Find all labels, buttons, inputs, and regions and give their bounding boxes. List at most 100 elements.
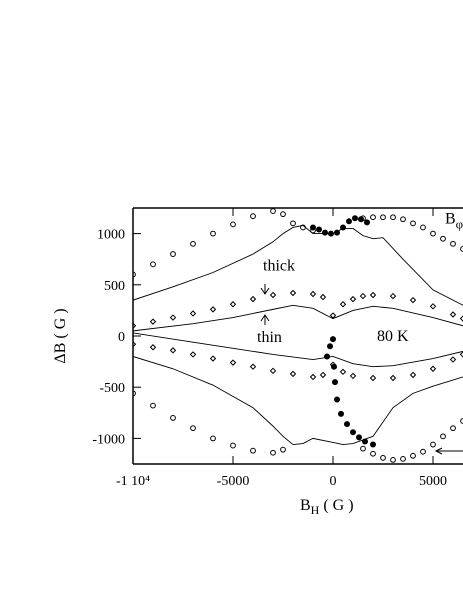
diamond-marker (191, 311, 196, 316)
diamond-marker (251, 364, 256, 369)
diamond-marker (311, 292, 316, 297)
diamond-marker (371, 375, 376, 380)
bold-marker (338, 411, 344, 417)
diamond-marker (291, 371, 296, 376)
circle-marker (171, 252, 176, 257)
annotation: thin (257, 329, 282, 346)
diamond-marker (411, 372, 416, 377)
bold-marker (334, 396, 340, 402)
bold-marker (362, 438, 368, 444)
y-axis-label: ΔB ( G ) (52, 308, 69, 363)
diamond-marker (271, 368, 276, 373)
diamond-marker (211, 307, 216, 312)
y-tick-label: -500 (99, 381, 125, 396)
x-tick-label: -1 10⁴ (116, 474, 150, 489)
circle-marker (421, 225, 426, 230)
y-tick-label: -1000 (92, 432, 125, 447)
diamond-marker (361, 294, 366, 299)
thin-line (133, 356, 463, 444)
bold-marker (370, 442, 376, 448)
diamond-marker (391, 294, 396, 299)
bold-marker (316, 227, 322, 233)
circle-marker (441, 236, 446, 241)
circle-marker (211, 231, 216, 236)
circle-marker (381, 455, 386, 460)
diamond-marker (251, 297, 256, 302)
diamond-marker (311, 374, 316, 379)
diamond-marker (391, 375, 396, 380)
diamond-marker (451, 312, 456, 317)
circle-marker (401, 217, 406, 222)
bold-marker (328, 231, 334, 237)
circle-marker (291, 221, 296, 226)
diamond-marker (151, 345, 156, 350)
diamond-marker (291, 290, 296, 295)
circle-marker (411, 221, 416, 226)
circle-marker (411, 453, 416, 458)
circle-marker (371, 215, 376, 220)
plot-area (131, 209, 463, 463)
x-tick-label: -5000 (217, 474, 250, 489)
diamond-marker (231, 360, 236, 365)
bold-marker (352, 215, 358, 221)
annotation: thick (263, 257, 295, 274)
diamond-marker (211, 356, 216, 361)
diamond-marker (171, 348, 176, 353)
circle-marker (191, 426, 196, 431)
arrow-thin (261, 315, 269, 325)
bold-marker (364, 219, 370, 225)
y-tick-label: 500 (104, 279, 125, 294)
annotation-text: B (445, 210, 456, 227)
bold-marker (324, 353, 330, 359)
circle-marker (151, 403, 156, 408)
x-tick-label: 5000 (419, 474, 447, 489)
circle-marker (431, 442, 436, 447)
circle-marker (441, 434, 446, 439)
bold-marker (344, 421, 350, 427)
circle-marker (231, 222, 236, 227)
diamond-marker (351, 297, 356, 302)
diamond-marker (151, 319, 156, 324)
diamond-marker (371, 293, 376, 298)
bold-marker (334, 230, 340, 236)
diamond-marker (171, 315, 176, 320)
x-axis-label: BH ( G ) (300, 497, 354, 517)
circle-marker (251, 214, 256, 219)
annotation: Bφ (445, 210, 463, 231)
diamond-marker (431, 366, 436, 371)
circle-marker (451, 241, 456, 246)
diamond-marker (231, 302, 236, 307)
annotation-sub: φ (456, 216, 463, 231)
bold-marker (356, 434, 362, 440)
y-tick-label: 1000 (97, 228, 125, 243)
annotation: 80 K (377, 328, 409, 345)
circle-marker (421, 449, 426, 454)
circle-marker (431, 231, 436, 236)
circle-marker (211, 436, 216, 441)
diamond-marker (411, 298, 416, 303)
thin-line (133, 225, 463, 305)
bold-marker (332, 379, 338, 385)
diamond-marker (271, 293, 276, 298)
diamond-marker (341, 302, 346, 307)
annotation-text: thin (257, 329, 282, 346)
arrow-thick (261, 284, 269, 294)
circle-marker (381, 215, 386, 220)
bold-marker (322, 230, 328, 236)
circle-marker (391, 458, 396, 463)
bold-marker (350, 429, 356, 435)
bold-marker (327, 343, 333, 349)
circle-marker (281, 212, 286, 217)
circle-marker (271, 209, 276, 214)
arrow-right (436, 448, 463, 454)
circle-marker (171, 416, 176, 421)
bold-marker (330, 336, 336, 342)
bold-marker (310, 224, 316, 230)
x-tick-label: 0 (330, 474, 337, 489)
annotation-text: 80 K (377, 328, 409, 345)
bold-marker (346, 218, 352, 224)
thin-line (133, 305, 463, 331)
thin-line (133, 333, 463, 367)
circle-marker (271, 450, 276, 455)
